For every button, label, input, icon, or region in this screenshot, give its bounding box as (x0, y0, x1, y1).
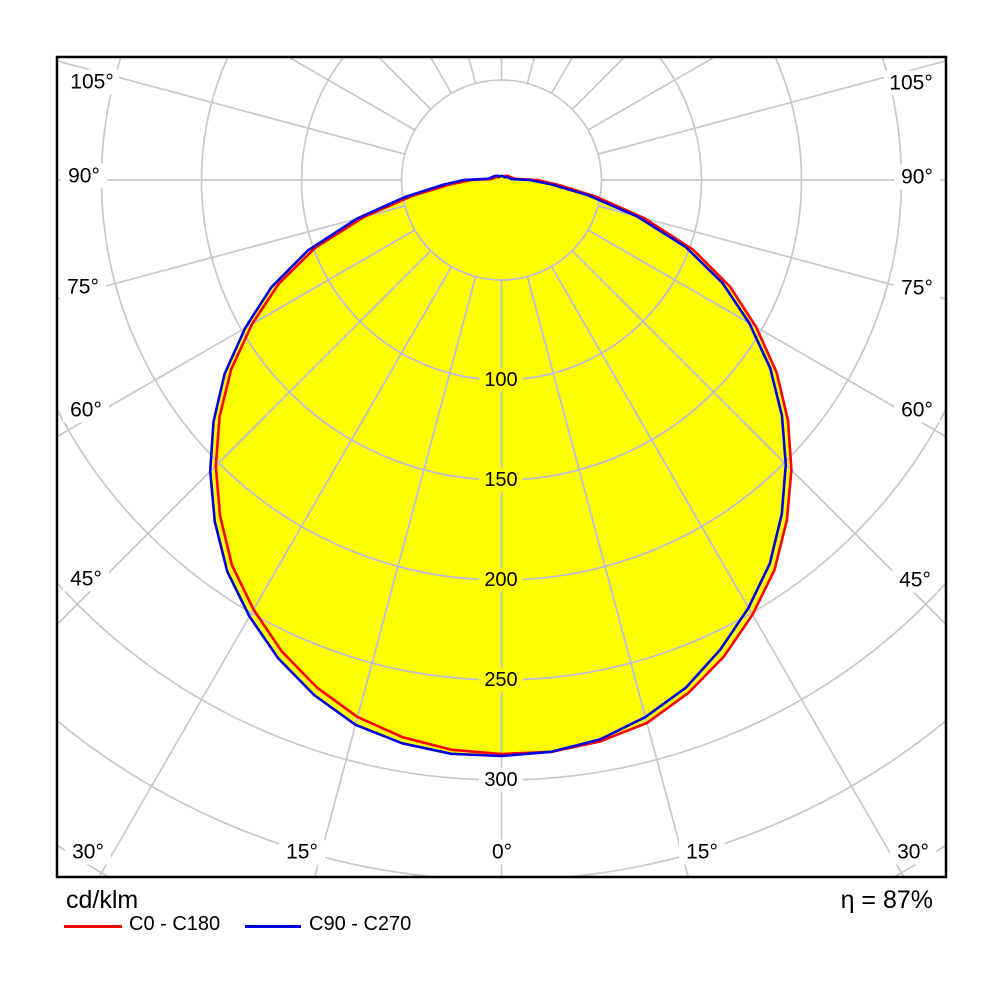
label-mask (894, 275, 940, 301)
angle-label-text: 75° (901, 277, 933, 300)
angle-label-right-60: 60° (894, 397, 940, 423)
label-mask (679, 839, 725, 865)
label-mask (479, 468, 523, 492)
angle-label-left-45: 45° (63, 566, 109, 592)
angle-label-text: 30° (72, 841, 104, 864)
angle-label-left-105: 105° (65, 69, 119, 95)
chart-frame (55, 55, 948, 879)
radial-label-text: 100 (484, 369, 517, 391)
radial-label-text: 150 (484, 469, 517, 491)
angle-label-bottom-15-left: 15° (279, 839, 325, 865)
angle-label-text: 90° (901, 166, 933, 189)
curve-c90-c270 (208, 174, 788, 758)
angle-label-text: 75° (67, 276, 99, 299)
legend-label-c90-c270: C90 - C270 (309, 913, 412, 935)
label-mask (884, 70, 938, 96)
radial-label-250: 250 (479, 668, 523, 692)
angle-label-text: 15° (686, 841, 718, 864)
angle-label-text: 90° (68, 165, 100, 188)
legend-label-c0-c180: C0 - C180 (129, 913, 221, 935)
label-mask (61, 163, 107, 189)
label-mask (479, 768, 523, 792)
label-mask (488, 839, 516, 865)
curve-c0-c180 (214, 174, 793, 756)
angle-label-bottom-30-right: 30° (890, 839, 936, 865)
radial-label-text: 200 (484, 569, 517, 591)
angle-label-bottom-15-right: 15° (679, 839, 725, 865)
angle-label-text: 45° (899, 569, 931, 592)
angle-label-bottom-0: 0° (488, 839, 516, 865)
units-label: cd/klm (66, 886, 139, 914)
angle-label-left-90: 90° (61, 163, 107, 189)
radial-label-300: 300 (479, 768, 523, 792)
angle-label-text: 15° (286, 841, 318, 864)
angle-label-right-75: 75° (894, 275, 940, 301)
label-mask (279, 839, 325, 865)
angle-label-right-45: 45° (892, 567, 938, 593)
radial-label-100: 100 (479, 368, 523, 392)
legend-line-c90-c270 (245, 925, 301, 928)
angle-label-left-60: 60° (63, 397, 109, 423)
label-mask (65, 839, 111, 865)
label-mask (63, 566, 109, 592)
legend-line-c0-c180 (64, 925, 122, 928)
label-mask (60, 274, 106, 300)
angle-label-text: 60° (70, 399, 102, 422)
angle-label-right-105: 105° (884, 70, 938, 96)
label-mask (894, 397, 940, 423)
label-mask (479, 668, 523, 692)
light-output-ratio-label: η = 87% (840, 886, 933, 914)
radial-label-150: 150 (479, 468, 523, 492)
angle-label-left-75: 75° (60, 274, 106, 300)
angle-label-text: 105° (70, 71, 113, 94)
radial-label-200: 200 (479, 568, 523, 592)
radial-label-text: 300 (484, 769, 517, 791)
angle-label-text: 60° (901, 399, 933, 422)
label-mask (63, 397, 109, 423)
angle-label-text: 30° (897, 841, 929, 864)
angle-label-text: 105° (889, 72, 932, 95)
label-mask (65, 69, 119, 95)
label-mask (479, 368, 523, 392)
angle-label-right-90: 90° (894, 164, 940, 190)
label-mask (479, 568, 523, 592)
angle-label-text: 45° (70, 568, 102, 591)
label-mask (890, 839, 936, 865)
angle-label-text: 0° (492, 841, 512, 864)
label-mask (892, 567, 938, 593)
radial-label-text: 250 (484, 669, 517, 691)
label-mask (894, 164, 940, 190)
angle-label-bottom-30-left: 30° (65, 839, 111, 865)
